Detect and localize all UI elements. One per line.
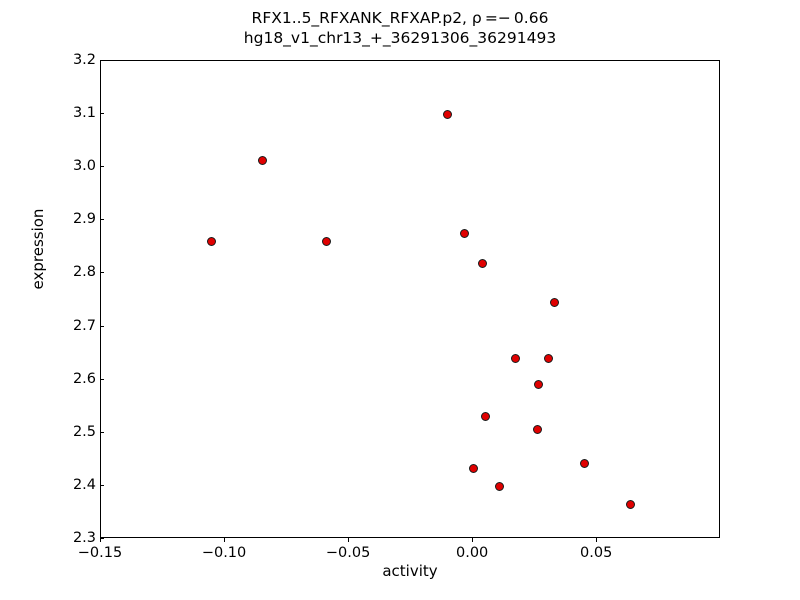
data-point [625,499,635,509]
x-tick-label: −0.10 [201,545,247,561]
chart-title-line-2: hg18_v1_chr13_+_36291306_36291493 [243,29,557,47]
y-tick-label: 2.5 [72,423,96,440]
y-tick-label: 3.1 [72,105,96,122]
chart-title: RFX1..5_RFXANK_RFXAP.p2, ρ =− 0.66 hg18_… [0,8,800,48]
y-tick-mark [100,538,104,539]
y-axis-ticks: 2.3 2.4 2.5 2.6 2.7 2.8 2.9 3.0 3.1 3.2 [40,52,104,546]
x-tick-mark [348,538,350,542]
y-tick-mark [100,325,104,327]
x-tick-label: 0.05 [580,545,613,561]
y-axis-label: expression [29,208,47,290]
y-tick-mark [100,60,104,61]
data-point [459,229,469,239]
y-tick-label: 2.8 [72,264,96,281]
chart-title-line-1: RFX1..5_RFXANK_RFXAP.p2, ρ =− 0.66 [251,9,549,27]
data-point [532,425,542,435]
x-tick-mark [472,538,474,542]
plot-axes-frame [100,60,720,538]
y-tick-label: 3.2 [72,52,96,68]
y-tick-label: 2.6 [72,370,96,387]
data-point [579,458,589,468]
y-tick-mark [100,431,104,433]
data-point [494,482,504,492]
y-tick-label: 2.3 [72,530,96,546]
data-point [543,353,553,363]
data-point [321,237,331,247]
data-point [477,259,487,269]
data-point [207,237,217,247]
data-point [468,463,478,473]
x-tick-label: −0.05 [325,545,371,561]
x-tick-mark [100,538,101,542]
x-axis-ticks: −0.15 −0.10 −0.05 0.00 0.05 [78,538,720,568]
data-points-layer [101,61,719,537]
x-tick-label: −0.15 [77,545,123,561]
y-tick-label: 2.4 [72,476,96,493]
x-tick-label: 0.00 [455,545,489,561]
data-point [549,298,559,308]
data-point [442,109,452,119]
y-tick-mark [100,219,104,221]
y-tick-mark [100,484,104,486]
y-tick-label: 2.7 [72,317,96,334]
data-point [533,380,543,390]
data-point [480,412,490,422]
y-tick-mark [100,113,104,115]
y-tick-label: 2.9 [72,211,96,228]
data-point [510,353,520,363]
y-tick-label: 3.0 [72,158,96,175]
data-point [257,156,267,166]
x-axis-label: activity [382,562,438,580]
y-tick-mark [100,166,104,168]
y-tick-mark [100,378,104,380]
x-tick-mark [224,538,226,542]
x-tick-mark [596,538,598,542]
y-tick-mark [100,272,104,274]
